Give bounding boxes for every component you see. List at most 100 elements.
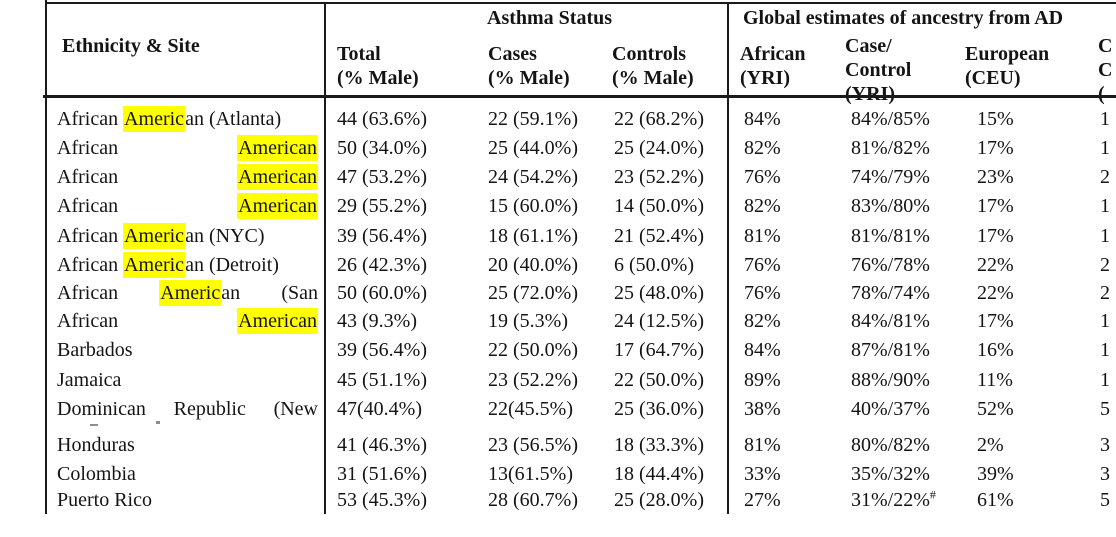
- ethnicity-cell: Barbados: [57, 338, 318, 362]
- column-header-ethnicity: Ethnicity & Site: [62, 35, 200, 57]
- controls-cell: 14 (50.0%): [614, 195, 704, 217]
- table-border-top: [45, 2, 1116, 4]
- african-yri-cell: 81%: [744, 434, 781, 456]
- ethnicity-cell: Dominican Republic (New: [57, 397, 318, 421]
- scan-artifact-dash: [90, 424, 98, 426]
- column-header-total-line1: Total: [337, 43, 381, 65]
- european-ceu-cell: 17%: [977, 195, 1014, 217]
- case-control-ceu-cell: 1: [1100, 195, 1110, 217]
- ethnicity-cell: African American: [57, 193, 318, 219]
- cases-cell: 20 (40.0%): [488, 254, 578, 276]
- column-header-controls-line1: Controls: [612, 43, 687, 65]
- african-yri-cell: 82%: [744, 310, 781, 332]
- total-cell: 47(40.4%): [337, 398, 422, 420]
- total-cell: 39 (56.4%): [337, 339, 427, 361]
- cases-cell: 13(61.5%): [488, 463, 573, 485]
- european-ceu-cell: 52%: [977, 398, 1014, 420]
- case-control-yri-cell: 76%/78%: [851, 254, 930, 276]
- european-ceu-cell: 2%: [977, 434, 1004, 456]
- african-yri-cell: 76%: [744, 282, 781, 304]
- ethnicity-text: (San: [281, 282, 318, 304]
- cases-cell: 15 (60.0%): [488, 195, 578, 217]
- african-yri-cell: 84%: [744, 108, 781, 130]
- column-divider-asthma-ancestry: [727, 2, 729, 514]
- column-header-total-line2: (% Male): [337, 67, 419, 89]
- case-control-yri-cell: 31%/22%#: [851, 487, 936, 511]
- case-control-ceu-cell: 1: [1100, 137, 1110, 159]
- african-yri-cell: 81%: [744, 225, 781, 247]
- ethnicity-cell: African American: [57, 164, 318, 190]
- ethnicity-text: Jamaica: [57, 369, 122, 391]
- table-row: African American 29 (55.2%) 15 (60.0%) 14 (5…: [0, 193, 1116, 220]
- ethnicity-text: Dominican: [57, 398, 146, 420]
- scan-artifact-dot: [156, 421, 160, 424]
- ethnicity-text: African: [57, 108, 124, 130]
- controls-cell: 25 (48.0%): [614, 282, 704, 304]
- ethnicity-text: (New: [273, 398, 318, 420]
- european-ceu-cell: 23%: [977, 166, 1014, 188]
- ethnicity-word-group: Jamaica: [57, 369, 121, 391]
- ethnicity-text: Puerto Rico: [57, 489, 152, 511]
- ethnicity-text: Republic: [173, 398, 246, 420]
- controls-cell: 23 (52.2%): [614, 166, 704, 188]
- case-control-ceu-cell: 2: [1100, 166, 1110, 188]
- case-control-ceu-cell: 2: [1100, 254, 1110, 276]
- controls-cell: 25 (36.0%): [614, 398, 704, 420]
- case-control-yri-cell: 74%/79%: [851, 166, 930, 188]
- column-header-case-control-yri-line3: (YRI): [845, 83, 895, 105]
- case-control-ceu-cell: 1: [1100, 339, 1110, 361]
- highlighted-text: Americ: [123, 252, 186, 278]
- african-yri-cell: 76%: [744, 254, 781, 276]
- ethnicity-cell: African American: [57, 308, 318, 334]
- ethnicity-word-group: African: [57, 194, 118, 218]
- table-row: African American 43 (9.3%) 19 (5.3%) 24 (12.…: [0, 308, 1116, 335]
- case-control-yri-cell: 78%/74%: [851, 282, 930, 304]
- table-border-left: [45, 0, 47, 514]
- highlighted-text: American: [237, 164, 318, 190]
- ethnicity-text: African: [57, 310, 119, 332]
- column-header-case-control-ceu-line3: (: [1098, 83, 1105, 105]
- ethnicity-text: Honduras: [57, 434, 135, 456]
- controls-cell: 18 (44.4%): [614, 463, 704, 485]
- total-cell: 41 (46.3%): [337, 434, 427, 456]
- table-row: African American (Atlanta) 44 (63.6%) 22 (…: [0, 106, 1116, 133]
- ethnicity-word-group: African American (NYC): [57, 223, 265, 249]
- highlighted-text: Americ: [123, 106, 186, 132]
- case-control-yri-cell: 81%/82%: [851, 137, 930, 159]
- ethnicity-text: Colombia: [57, 463, 136, 485]
- total-cell: 53 (45.3%): [337, 489, 427, 511]
- case-control-yri-cell: 81%/81%: [851, 225, 930, 247]
- case-control-ceu-cell: 5: [1100, 398, 1110, 420]
- ethnicity-text: Barbados: [57, 339, 133, 361]
- group-header-ancestry: Global estimates of ancestry from AD: [743, 7, 1064, 29]
- european-ceu-cell: 11%: [977, 369, 1013, 391]
- cases-cell: 28 (60.7%): [488, 489, 578, 511]
- column-header-african-line1: African: [740, 43, 806, 65]
- case-control-yri-cell: 84%/81%: [851, 310, 930, 332]
- ethnicity-word-group: American: [237, 164, 318, 190]
- table-row: African American (NYC) 39 (56.4%) 18 (61.1…: [0, 223, 1116, 250]
- ethnicity-text: an (Detroit): [185, 254, 279, 276]
- european-ceu-cell: 61%: [977, 489, 1014, 511]
- column-header-european-line2: (CEU): [965, 67, 1021, 89]
- column-header-european-line1: European: [965, 43, 1050, 65]
- total-cell: 47 (53.2%): [337, 166, 427, 188]
- highlighted-text: American: [237, 193, 318, 219]
- ethnicity-cell: Colombia: [57, 462, 318, 486]
- cases-cell: 22 (59.1%): [488, 108, 578, 130]
- controls-cell: 6 (50.0%): [614, 254, 694, 276]
- case-control-yri-cell: 88%/90%: [851, 369, 930, 391]
- controls-cell: 18 (33.3%): [614, 434, 704, 456]
- european-ceu-cell: 16%: [977, 339, 1014, 361]
- ethnicity-text: African: [57, 137, 119, 159]
- table-row: Colombia 31 (51.6%) 13(61.5%) 18 (44.4%) 33%…: [0, 462, 1116, 488]
- total-cell: 29 (55.2%): [337, 195, 427, 217]
- cases-cell: 25 (44.0%): [488, 137, 578, 159]
- african-yri-cell: 84%: [744, 339, 781, 361]
- ethnicity-text: African: [57, 166, 119, 188]
- cases-cell: 25 (72.0%): [488, 282, 578, 304]
- ethnicity-word-group: African American (Atlanta): [57, 106, 281, 132]
- ethnicity-cell: Jamaica: [57, 368, 318, 392]
- african-yri-cell: 82%: [744, 137, 781, 159]
